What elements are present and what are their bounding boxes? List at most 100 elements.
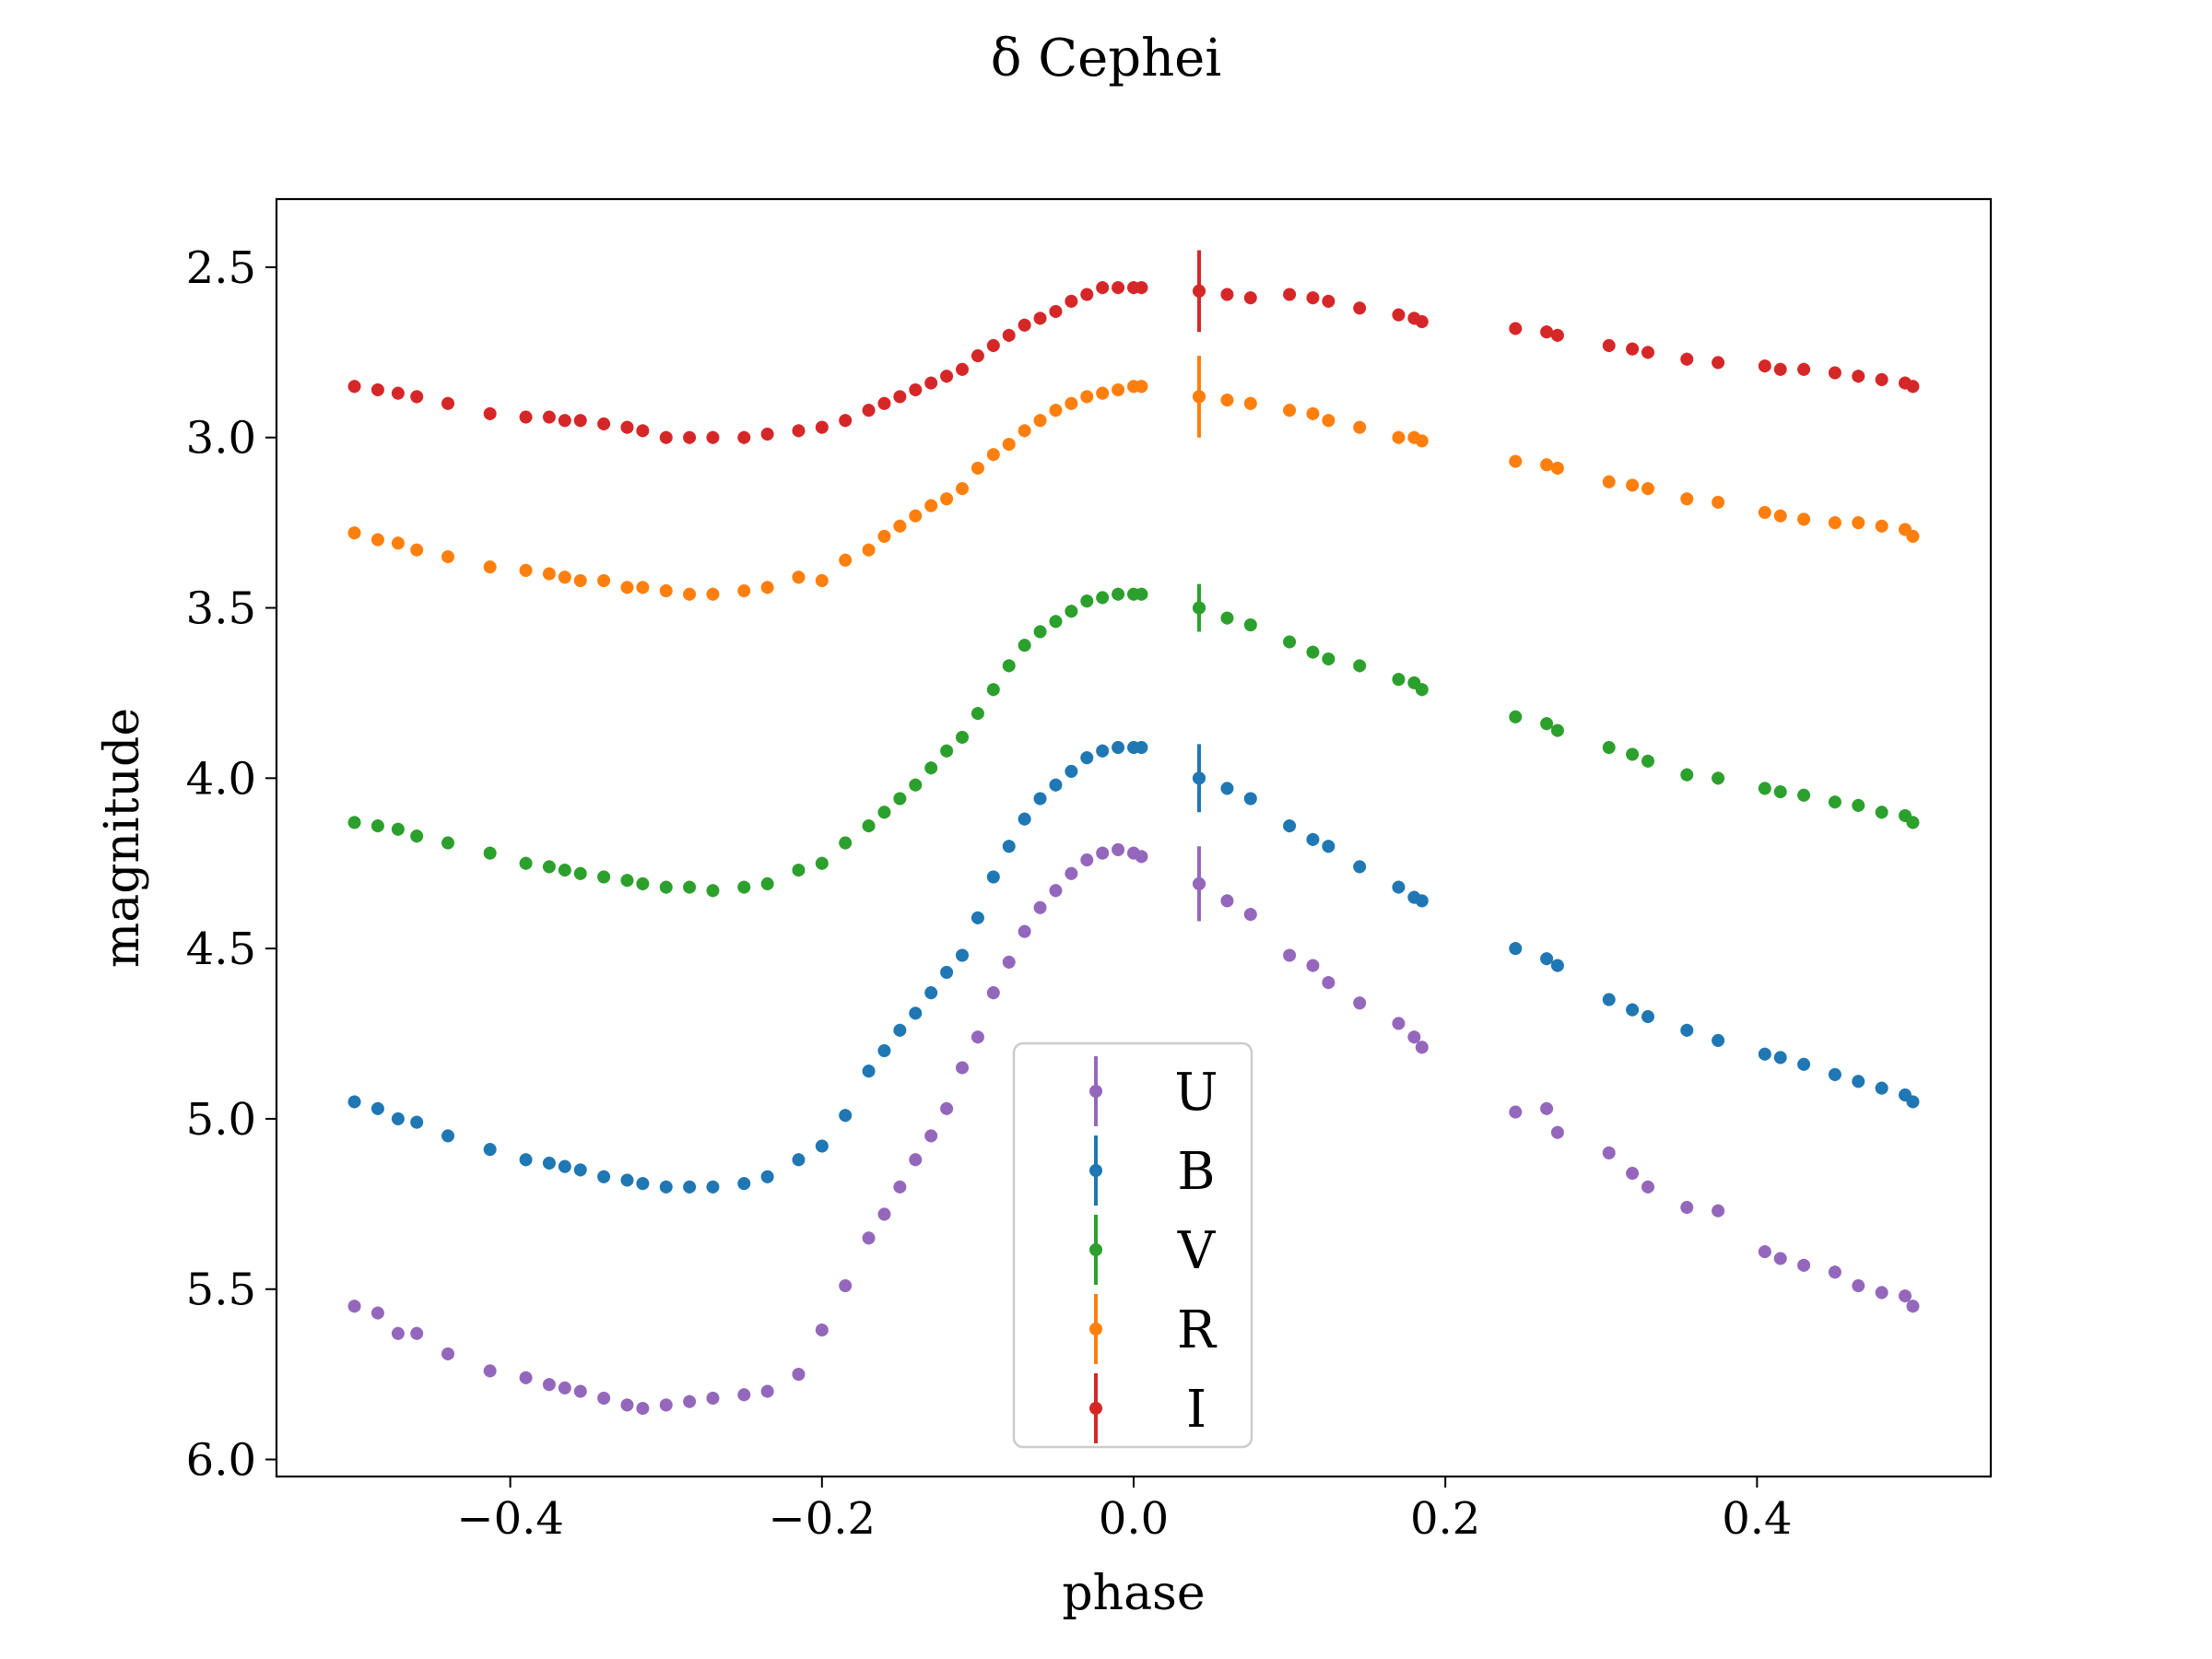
data-point-B	[940, 965, 954, 979]
data-point-B	[683, 1180, 697, 1194]
data-point-I	[1049, 304, 1063, 318]
data-point-V	[1033, 625, 1047, 639]
data-point-I	[839, 414, 853, 428]
y-tick-label: 6.0	[186, 1435, 256, 1487]
x-axis-label: phase	[1062, 1566, 1205, 1621]
data-point-I	[1002, 328, 1016, 342]
data-point-I	[1641, 346, 1654, 359]
data-point-V	[1049, 615, 1063, 629]
data-point-I	[597, 417, 611, 430]
data-point-B	[1550, 959, 1564, 972]
data-point-U	[986, 986, 1000, 1000]
data-point-B	[1353, 860, 1367, 874]
series-B	[347, 741, 1920, 1194]
data-point-R	[1353, 420, 1367, 434]
data-point-R	[1080, 390, 1094, 404]
data-point-V	[1680, 768, 1694, 782]
data-point-U	[1550, 1125, 1564, 1139]
data-point-I	[1353, 301, 1367, 315]
data-point-B	[1626, 1003, 1640, 1017]
data-point-V	[1852, 798, 1865, 812]
data-point-R	[839, 553, 853, 567]
data-point-V	[760, 877, 774, 890]
data-point-B	[1243, 792, 1257, 806]
data-point-I	[1906, 380, 1920, 394]
data-point-V	[940, 744, 954, 758]
data-point-U	[1852, 1279, 1865, 1293]
data-point-B	[1773, 1051, 1787, 1065]
data-point-R	[1626, 478, 1640, 492]
data-point-U	[1049, 884, 1063, 898]
data-point-I	[1283, 288, 1297, 301]
legend-label: I	[1186, 1380, 1206, 1440]
data-point-R	[1509, 454, 1523, 468]
data-point-R	[1828, 516, 1841, 530]
data-point-B	[391, 1112, 405, 1125]
y-tick-label: 5.5	[186, 1265, 256, 1316]
data-point-R	[1680, 492, 1694, 506]
data-point-I	[1828, 366, 1841, 380]
data-point-B	[1112, 741, 1125, 755]
data-point-I	[971, 349, 984, 363]
data-point-I	[1065, 294, 1078, 308]
data-point-R	[1096, 386, 1110, 400]
data-point-R	[1243, 396, 1257, 410]
data-point-R	[877, 529, 891, 543]
data-point-B	[573, 1163, 587, 1177]
data-point-V	[410, 830, 424, 843]
data-point-U	[1899, 1289, 1912, 1303]
data-point-I	[542, 410, 556, 424]
data-point-I	[1135, 281, 1148, 295]
data-point-R	[597, 573, 611, 587]
data-point-B	[956, 948, 969, 962]
data-point-U	[1415, 1041, 1429, 1054]
data-point-I	[1112, 281, 1125, 295]
data-point-B	[1712, 1033, 1725, 1047]
data-point-B	[924, 986, 938, 1000]
data-point-R	[1415, 434, 1429, 448]
data-point-I	[1680, 352, 1694, 366]
data-point-I	[924, 376, 938, 390]
x-tick-label: 0.2	[1410, 1493, 1480, 1545]
data-point-U	[1080, 853, 1094, 867]
y-tick-label: 3.0	[186, 413, 256, 465]
data-point-U	[1065, 866, 1078, 880]
data-point-V	[1220, 611, 1234, 625]
data-point-U	[971, 1030, 984, 1044]
data-point-U	[1773, 1252, 1787, 1265]
data-point-U	[706, 1391, 720, 1405]
data-point-B	[1033, 792, 1047, 806]
data-point-U	[1712, 1204, 1725, 1218]
data-point-U	[1306, 959, 1320, 972]
data-point-I	[862, 404, 876, 418]
data-point-I	[659, 430, 673, 444]
data-point-R	[1220, 394, 1234, 407]
data-point-U	[1220, 894, 1234, 908]
data-point-R	[1049, 404, 1063, 418]
data-point-V	[1758, 782, 1771, 795]
data-point-I	[1096, 281, 1110, 295]
data-point-I	[940, 370, 954, 383]
data-point-R	[1033, 414, 1047, 428]
data-point-B	[1758, 1047, 1771, 1061]
data-point-B	[483, 1143, 497, 1157]
data-point-V	[483, 846, 497, 860]
data-point-U	[1135, 850, 1148, 864]
data-point-I	[1018, 318, 1031, 332]
data-point-R	[391, 536, 405, 550]
data-point-B	[1680, 1023, 1694, 1037]
data-point-V	[1828, 795, 1841, 809]
data-point-U	[1002, 955, 1016, 969]
data-point-B	[1875, 1081, 1888, 1095]
data-point-U	[1407, 1030, 1421, 1044]
data-point-B	[839, 1109, 853, 1123]
data-point-U	[956, 1061, 969, 1075]
data-point-U	[792, 1368, 806, 1382]
data-point-R	[1852, 516, 1865, 530]
data-point-I	[636, 424, 650, 438]
data-point-I	[986, 338, 1000, 352]
data-point-U	[519, 1371, 533, 1384]
data-point-R	[1875, 519, 1888, 533]
data-point-R	[815, 573, 829, 587]
